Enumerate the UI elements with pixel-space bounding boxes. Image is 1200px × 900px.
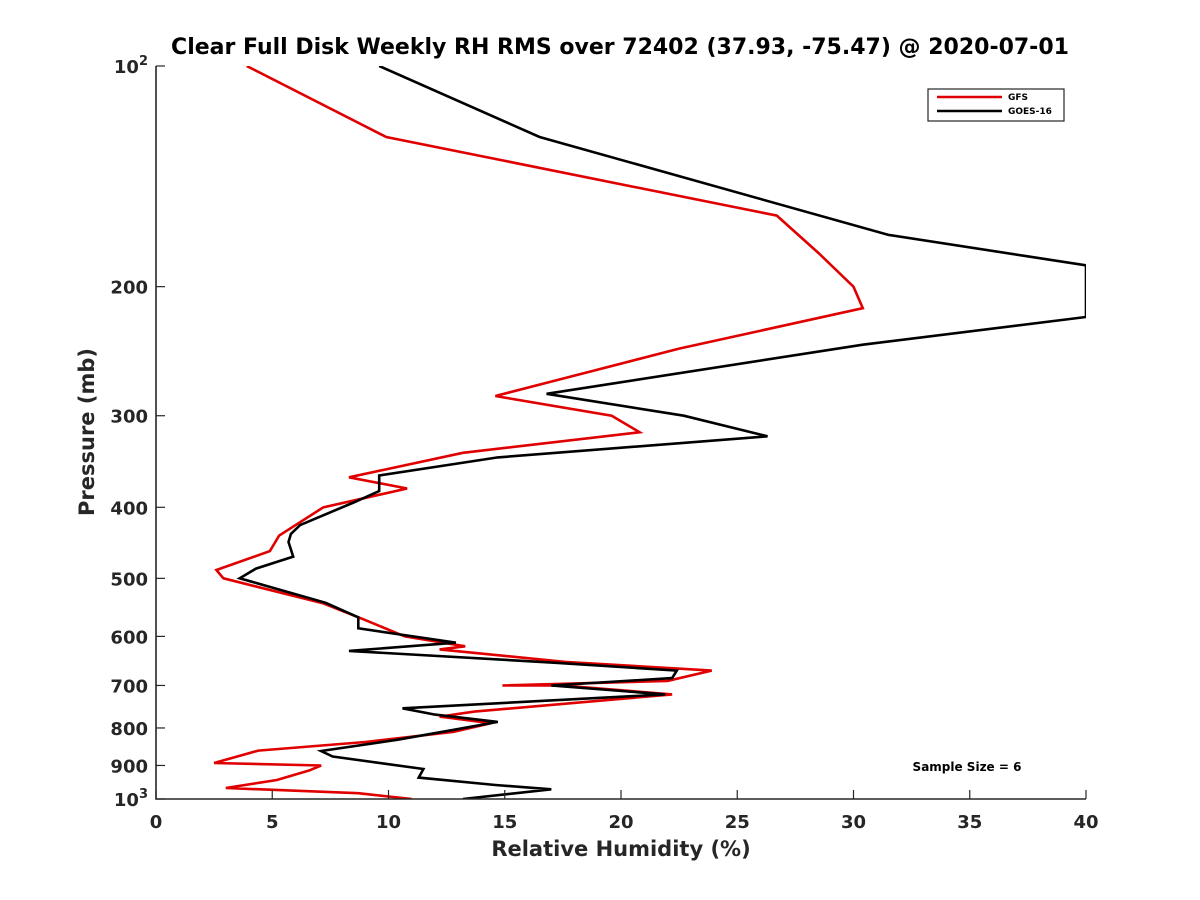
legend-label-gfs: GFS [1008, 93, 1028, 103]
y-tick-label: 500 [110, 569, 148, 590]
y-tick-label: 900 [110, 756, 148, 777]
x-tick-label: 25 [725, 812, 750, 833]
y-tick-label: 200 [110, 278, 148, 299]
y-ticks: 102 200 300 400 500 600 700 800 900 103 [110, 54, 165, 811]
y-tick-label: 400 [110, 498, 148, 519]
x-tick-label: 5 [266, 812, 279, 833]
y-tick-label: 800 [110, 719, 148, 740]
x-tick-label: 35 [957, 812, 982, 833]
x-axis-label: Relative Humidity (%) [491, 837, 750, 861]
x-tick-label: 40 [1073, 812, 1098, 833]
y-tick-label: 300 [110, 407, 148, 428]
legend: GFS GOES-16 [927, 88, 1065, 122]
series-layer [213, 66, 1086, 799]
plot-area: 0 5 10 15 20 25 30 35 40 102 200 300 400 500 600 700 80… [110, 54, 1098, 833]
y-tick-label: 700 [110, 676, 148, 697]
y-tick-label: 102 [114, 54, 148, 78]
x-ticks: 0 5 10 15 20 25 30 35 40 [150, 790, 1099, 833]
y-tick-label: 103 [114, 787, 148, 811]
x-tick-label: 15 [492, 812, 517, 833]
x-tick-label: 0 [150, 812, 163, 833]
y-axis-label: Pressure (mb) [75, 348, 99, 516]
x-tick-label: 30 [841, 812, 866, 833]
x-tick-label: 20 [608, 812, 633, 833]
legend-box [927, 88, 1065, 122]
y-tick-label: 600 [110, 627, 148, 648]
series-line-goes16 [236, 66, 1086, 799]
plot-background [156, 66, 1086, 799]
chart-title: Clear Full Disk Weekly RH RMS over 72402… [171, 35, 1069, 60]
legend-label-goes16: GOES-16 [1008, 107, 1052, 117]
sample-size-note: Sample Size = 6 [913, 760, 1022, 774]
x-tick-label: 10 [376, 812, 401, 833]
